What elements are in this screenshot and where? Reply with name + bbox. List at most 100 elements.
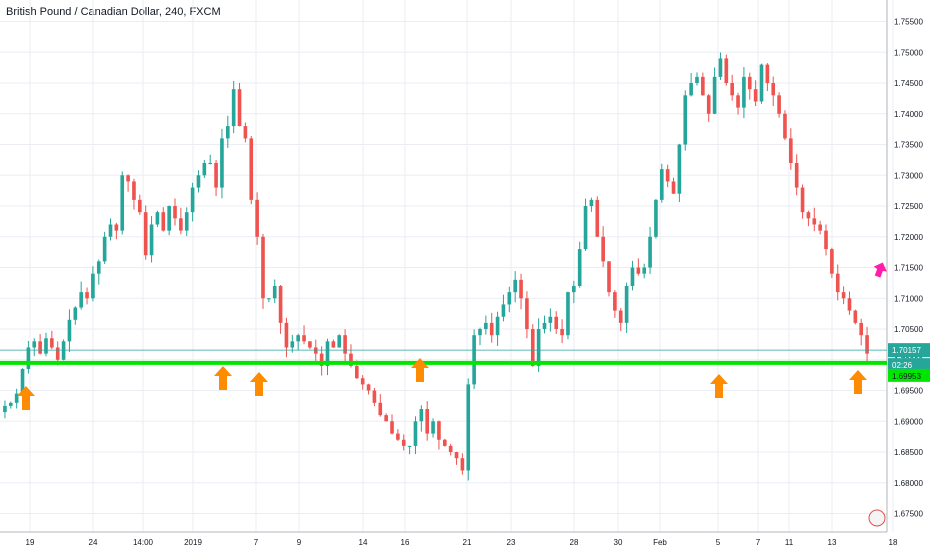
candle-body xyxy=(179,218,183,231)
x-tick-label: 11 xyxy=(785,538,794,547)
y-tick-label: 1.74500 xyxy=(894,79,923,88)
candle-body xyxy=(202,162,207,176)
candle-body xyxy=(706,95,711,114)
candle-body xyxy=(777,95,781,114)
candle-body xyxy=(355,365,359,379)
candle-body xyxy=(841,292,846,299)
orange-up-arrow xyxy=(17,386,35,410)
candle-body xyxy=(161,212,166,231)
candle-body xyxy=(249,138,254,200)
candle-body xyxy=(73,307,78,320)
candle-body xyxy=(659,169,664,200)
candle-body xyxy=(3,405,7,413)
x-tick-label: 7 xyxy=(756,538,761,547)
candle-body xyxy=(349,353,353,366)
candle-body xyxy=(220,138,224,188)
candle-body xyxy=(196,175,201,188)
candle-body xyxy=(677,144,682,194)
x-tick-label: Feb xyxy=(653,538,667,547)
candle-body xyxy=(384,415,388,422)
candle-body xyxy=(630,267,635,286)
x-tick-label: 28 xyxy=(570,538,579,547)
candle-body xyxy=(343,335,347,354)
candle-body xyxy=(759,64,764,102)
candle-body xyxy=(747,76,752,90)
pink-up-arrow xyxy=(873,262,887,278)
candle-body xyxy=(724,58,729,84)
candle-body xyxy=(126,175,130,182)
candle-body xyxy=(624,285,629,323)
candle-body xyxy=(14,393,19,403)
support-price-tag xyxy=(888,368,930,382)
candle-body xyxy=(636,267,641,274)
candle-body xyxy=(143,212,148,256)
candle-body xyxy=(296,335,300,342)
candle-body xyxy=(865,335,869,354)
candle-body xyxy=(132,181,136,200)
candle-body xyxy=(613,292,617,311)
chart-title: British Pound / Canadian Dollar, 240, FX… xyxy=(6,6,221,18)
candle-body xyxy=(91,273,95,299)
last-price-tag xyxy=(888,343,930,358)
candle-body xyxy=(237,89,242,127)
candle-body xyxy=(800,187,805,213)
candle-body xyxy=(783,113,787,139)
candle-body xyxy=(818,224,822,231)
candle-body xyxy=(243,126,248,139)
candle-body xyxy=(560,329,564,336)
candle-body xyxy=(507,292,512,305)
candle-body xyxy=(566,292,570,336)
candle-body xyxy=(61,341,66,360)
orange-up-arrow xyxy=(849,370,867,394)
y-tick-label: 1.67500 xyxy=(894,510,923,519)
last-price-label: 1.70157 xyxy=(892,346,921,355)
candle-body xyxy=(812,218,817,225)
candle-body xyxy=(437,421,441,440)
candle-body xyxy=(50,338,54,348)
candle-body xyxy=(96,261,101,274)
y-tick-label: 1.68500 xyxy=(894,448,923,457)
candle-body xyxy=(55,347,60,360)
x-tick-label: 14 xyxy=(359,538,368,547)
candle-body xyxy=(102,236,107,262)
candle-body xyxy=(701,76,705,96)
candle-body xyxy=(607,261,611,293)
candle-body xyxy=(366,384,371,391)
x-tick-label: 2019 xyxy=(184,538,202,547)
x-tick-label: 5 xyxy=(716,538,721,547)
y-tick-label: 1.73500 xyxy=(894,141,923,150)
candle-body xyxy=(853,310,858,323)
y-tick-label: 1.72500 xyxy=(894,202,923,211)
y-tick-label: 1.74000 xyxy=(894,110,923,119)
candle-body xyxy=(325,341,330,366)
countdown-tag xyxy=(888,358,930,373)
candle-body xyxy=(753,89,758,102)
candle-body xyxy=(261,236,265,299)
candle-body xyxy=(85,292,89,299)
x-tick-label: 13 xyxy=(828,538,837,547)
candle-body xyxy=(108,224,113,237)
candle-body xyxy=(378,402,383,416)
candle-body xyxy=(683,95,688,145)
x-tick-label: 19 xyxy=(26,538,35,547)
candle-body xyxy=(654,199,658,237)
candle-body xyxy=(313,347,318,354)
candle-body xyxy=(718,58,723,77)
candle-body xyxy=(173,206,177,219)
candle-body xyxy=(519,279,523,299)
candle-body xyxy=(138,199,142,213)
candle-body xyxy=(648,236,652,268)
candle-body xyxy=(712,76,717,114)
x-tick-label: 30 xyxy=(614,538,623,547)
candle-body xyxy=(671,181,676,194)
candle-body xyxy=(38,341,42,354)
candle-body xyxy=(302,335,306,342)
candle-body xyxy=(167,206,171,231)
x-tick-label: 9 xyxy=(297,538,302,547)
candle-body xyxy=(390,421,394,434)
candle-body xyxy=(824,230,828,250)
candle-body xyxy=(308,341,312,348)
y-tick-label: 1.72000 xyxy=(894,233,923,242)
candle-body xyxy=(572,285,576,293)
